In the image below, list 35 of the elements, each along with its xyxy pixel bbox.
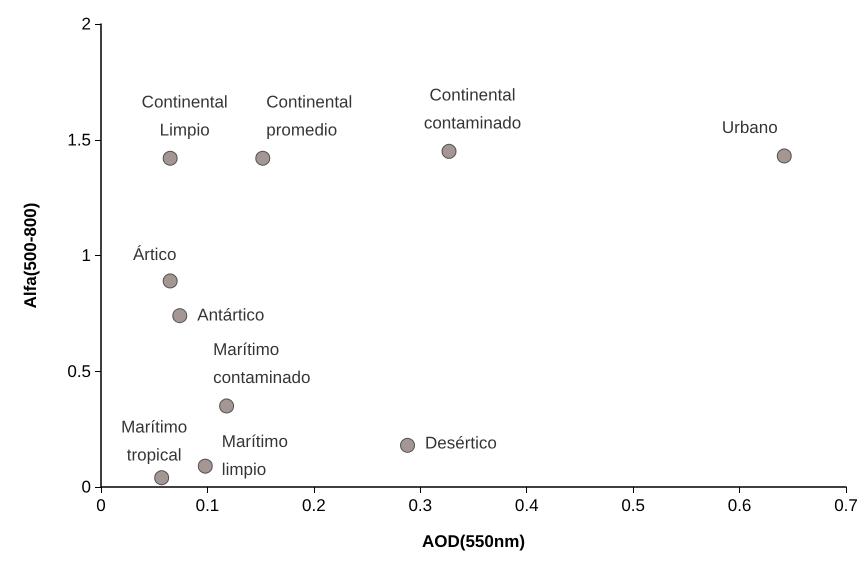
point (162, 150, 178, 166)
y-tick-label: 1 (82, 246, 91, 265)
point (776, 148, 792, 164)
y-axis-title: Alfa(500-800) (21, 202, 40, 308)
point (442, 144, 457, 159)
data-label: Desértico (425, 433, 497, 452)
y-tick-label: 0.5 (67, 362, 91, 381)
data-label: Ártico (132, 244, 176, 264)
data-label: Antártico (197, 306, 264, 325)
y-tick-label: 2 (82, 14, 91, 34)
data-label: Continental Limpio (142, 92, 228, 140)
point (162, 273, 178, 288)
point (219, 398, 234, 414)
x-tick-label: 0.5 (621, 496, 645, 515)
x-tick-label: 0.2 (302, 496, 326, 515)
x-tick-label: 0.1 (196, 496, 220, 515)
data-label: Marítimo limpio (222, 432, 288, 480)
y-tick-label: 0 (82, 478, 91, 496)
x-tick-label: 0 (96, 496, 106, 515)
point (172, 308, 188, 324)
x-tick-label: 0.4 (514, 496, 539, 515)
x-tick-label: 0.3 (408, 496, 432, 515)
data-label: Continental contaminado (424, 85, 522, 132)
point (198, 458, 213, 474)
data-label: Marítimo contaminado (213, 340, 310, 387)
point (400, 438, 416, 453)
x-tick-label: 0.7 (834, 496, 858, 515)
point (255, 150, 270, 166)
y-tick-label: 1.5 (67, 130, 91, 150)
point (154, 470, 170, 486)
x-tick-label: 0.6 (728, 496, 752, 515)
x-axis-title: AOD(550nm) (422, 532, 525, 551)
data-label: Marítimo tropical (121, 418, 188, 465)
data-label: Urbano (722, 118, 778, 137)
data-label: Continental promedio (266, 92, 352, 140)
